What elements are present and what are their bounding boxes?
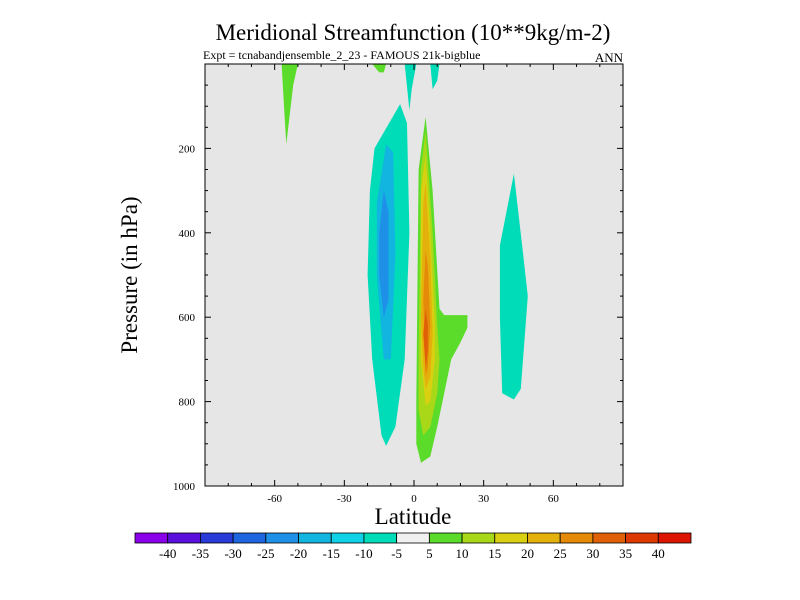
contour-northern-negative-cell (499, 173, 528, 400)
y-tick-label: 1000 (173, 481, 196, 493)
chart-subtitle-season: ANN (595, 50, 624, 65)
x-tick-label: -60 (267, 493, 282, 505)
colorbar-box (657, 532, 692, 544)
contour-southern-negative-cell-core (379, 190, 389, 318)
colorbar-box (363, 532, 398, 544)
colorbar-label: -20 (290, 546, 307, 561)
colorbar-box (134, 532, 169, 544)
colorbar-box (298, 532, 332, 544)
y-tick-label: 600 (179, 312, 196, 324)
contour-upper-right-negative-strip (430, 64, 440, 90)
colorbar-label: -25 (257, 546, 274, 561)
y-axis-label: Pressure (in hPa) (117, 196, 142, 353)
colorbar-label: -5 (391, 546, 402, 561)
colorbar-box (265, 532, 299, 544)
y-tick-label: 400 (179, 228, 196, 240)
colorbar-box (167, 532, 201, 544)
colorbar-label: -15 (323, 546, 340, 561)
colorbar-label: 15 (488, 546, 501, 561)
y-tick-label: 200 (179, 143, 196, 155)
colorbar-box (527, 532, 561, 544)
colorbar-label: 5 (426, 546, 433, 561)
colorbar-label: -30 (224, 546, 241, 561)
colorbar-box (232, 532, 267, 544)
y-tick-label: 800 (179, 397, 196, 409)
axis-ticks: -60 -30 0 30 60 200 400 600 800 1000 (173, 64, 623, 505)
colorbar-label: -10 (355, 546, 372, 561)
contour-regions (281, 64, 528, 463)
colorbar-label: 20 (521, 546, 534, 561)
colorbar-label: -40 (159, 546, 176, 561)
x-tick-label: 30 (478, 493, 490, 505)
colorbar-box (461, 532, 496, 544)
colorbar-label: 30 (586, 546, 599, 561)
contour-upper-negative-strip (404, 64, 417, 111)
x-tick-label: -30 (337, 493, 352, 505)
contour-small-positive-cell-top (372, 64, 387, 73)
colorbar: -40 -35 -30 -25 -20 -15 -10 -5 5 10 15 20 25 30 35 40 (134, 532, 692, 561)
chart-subtitle-experiment: Expt = tcnabandjensemble_2_23 - FAMOUS 2… (203, 48, 481, 62)
colorbar-label: -35 (192, 546, 209, 561)
colorbar-label: 35 (619, 546, 632, 561)
colorbar-box (396, 532, 430, 544)
contour-hadley-positive-cell-35 (423, 308, 428, 368)
colorbar-box (330, 532, 365, 544)
plot-area-background (205, 64, 623, 486)
colorbar-label: 40 (652, 546, 665, 561)
x-tick-label: 60 (548, 493, 560, 505)
colorbar-box (559, 532, 594, 544)
colorbar-label: 10 (456, 546, 469, 561)
chart-title: Meridional Streamfunction (10**9kg/m-2) (216, 20, 611, 45)
contour-nh-upper-positive-tongue (281, 64, 298, 145)
x-tick-label: 0 (411, 493, 417, 505)
colorbar-box (592, 532, 626, 544)
colorbar-box (200, 532, 234, 544)
x-axis-label: Latitude (375, 504, 452, 529)
colorbar-box (494, 532, 528, 544)
colorbar-box (428, 532, 463, 544)
colorbar-label: 25 (554, 546, 567, 561)
colorbar-box (625, 532, 659, 544)
